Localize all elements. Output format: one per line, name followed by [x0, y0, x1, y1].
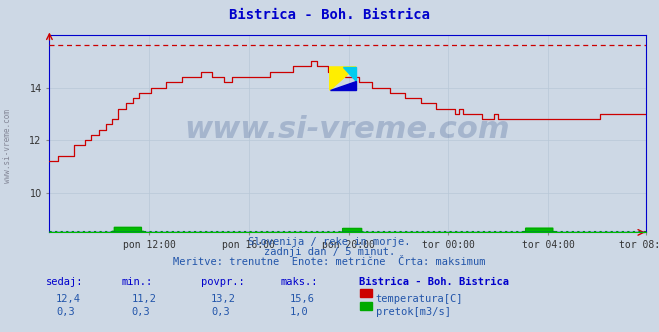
Text: 13,2: 13,2: [211, 294, 236, 304]
Text: Bistrica - Boh. Bistrica: Bistrica - Boh. Bistrica: [229, 8, 430, 22]
Text: 0,3: 0,3: [132, 307, 150, 317]
Text: 0,3: 0,3: [56, 307, 74, 317]
Text: sedaj:: sedaj:: [46, 277, 84, 287]
Text: povpr.:: povpr.:: [201, 277, 244, 287]
Text: www.si-vreme.com: www.si-vreme.com: [3, 109, 13, 183]
Text: maks.:: maks.:: [280, 277, 318, 287]
Text: pretok[m3/s]: pretok[m3/s]: [376, 307, 451, 317]
Text: 12,4: 12,4: [56, 294, 81, 304]
Text: 0,3: 0,3: [211, 307, 229, 317]
Text: Slovenija / reke in morje.: Slovenija / reke in morje.: [248, 237, 411, 247]
Text: Meritve: trenutne  Enote: metrične  Črta: maksimum: Meritve: trenutne Enote: metrične Črta: …: [173, 257, 486, 267]
Text: Bistrica - Boh. Bistrica: Bistrica - Boh. Bistrica: [359, 277, 509, 287]
Text: www.si-vreme.com: www.si-vreme.com: [185, 115, 511, 144]
Text: 1,0: 1,0: [290, 307, 308, 317]
Text: 11,2: 11,2: [132, 294, 157, 304]
Text: min.:: min.:: [122, 277, 153, 287]
Text: zadnji dan / 5 minut.: zadnji dan / 5 minut.: [264, 247, 395, 257]
Text: temperatura[C]: temperatura[C]: [376, 294, 463, 304]
Text: 15,6: 15,6: [290, 294, 315, 304]
